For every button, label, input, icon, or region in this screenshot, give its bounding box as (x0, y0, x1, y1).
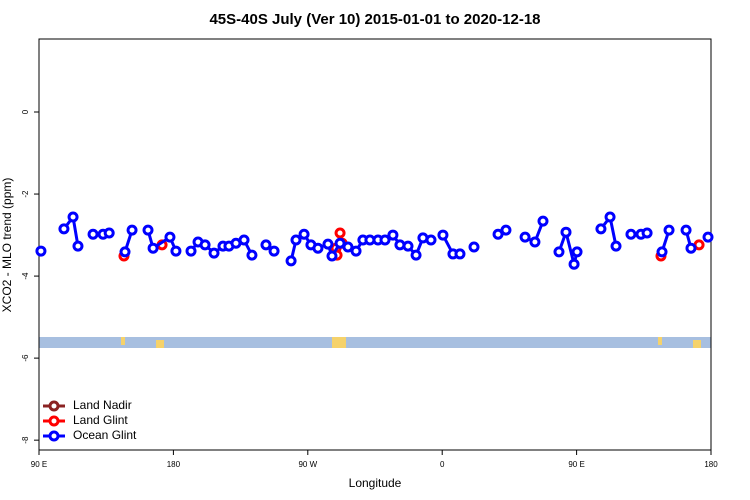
legend-label: Land Glint (73, 413, 128, 427)
legend-label: Ocean Glint (73, 428, 137, 442)
data-point (147, 242, 159, 254)
data-point (285, 255, 297, 267)
data-point (298, 228, 310, 240)
data-point (342, 241, 354, 253)
data-point (492, 228, 504, 240)
legend-marker (48, 430, 60, 442)
legend-label: Land Nadir (73, 398, 132, 412)
legend-marker (48, 415, 60, 427)
data-point (290, 234, 302, 246)
data-point (663, 224, 675, 236)
land-patch (121, 337, 125, 345)
land-patch (693, 340, 701, 348)
y-tick-label: -4 (21, 272, 30, 280)
data-point (680, 224, 692, 236)
data-point (126, 224, 138, 236)
data-point (425, 234, 437, 246)
y-tick-label: -2 (21, 190, 30, 198)
data-point (164, 231, 176, 243)
x-tick-label: 90 E (31, 460, 47, 469)
y-tick-label: 0 (21, 109, 30, 114)
data-point (595, 223, 607, 235)
data-point (72, 240, 84, 252)
x-tick-label: 90 E (568, 460, 584, 469)
land-patch (332, 337, 346, 348)
series-line (557, 227, 579, 265)
legend-marker (48, 400, 60, 412)
data-point (185, 245, 197, 257)
data-point (641, 227, 653, 239)
data-point (519, 231, 531, 243)
data-point (208, 247, 220, 259)
data-point (410, 249, 422, 261)
x-tick-label: 180 (167, 460, 181, 469)
data-point (67, 211, 79, 223)
data-point (656, 246, 668, 258)
data-point (246, 249, 258, 261)
land-ocean-strip (39, 337, 711, 348)
land-patch (156, 340, 164, 348)
plot-frame (38, 38, 712, 451)
data-point (170, 245, 182, 257)
x-axis-label: Longitude (349, 476, 402, 490)
x-tick-label: 0 (440, 460, 445, 469)
data-point (334, 227, 346, 239)
y-tick-label: -8 (21, 436, 30, 444)
data-point (103, 227, 115, 239)
data-point (560, 226, 572, 238)
series-line (146, 229, 178, 252)
land-patch (658, 337, 662, 345)
y-axis-label: XCO2 - MLO trend (ppm) (0, 178, 14, 313)
x-tick-label: 90 W (298, 460, 317, 469)
data-point (571, 246, 583, 258)
data-point (568, 258, 580, 270)
ocean-strip (39, 337, 711, 348)
data-point (553, 246, 565, 258)
data-point (500, 224, 512, 236)
data-point (35, 245, 47, 257)
data-point (350, 245, 362, 257)
data-point (437, 229, 449, 241)
y-tick-label: -6 (21, 354, 30, 362)
data-point (402, 240, 414, 252)
x-tick-label: 180 (704, 460, 718, 469)
data-point (529, 236, 541, 248)
data-point (58, 223, 70, 235)
data-point (685, 242, 697, 254)
data-point (142, 224, 154, 236)
data-point (312, 242, 324, 254)
data-point (702, 231, 714, 243)
data-point (604, 211, 616, 223)
data-point (468, 241, 480, 253)
data-point (454, 248, 466, 260)
data-point (199, 239, 211, 251)
data-point (87, 228, 99, 240)
data-point (326, 250, 338, 262)
data-point (625, 228, 637, 240)
data-point (238, 234, 250, 246)
data-point (537, 215, 549, 227)
data-point (268, 245, 280, 257)
chart-title: 45S-40S July (Ver 10) 2015-01-01 to 2020… (209, 11, 540, 28)
data-point (260, 239, 272, 251)
data-point (119, 246, 131, 258)
data-point (379, 234, 391, 246)
data-point (610, 240, 622, 252)
data-point (387, 229, 399, 241)
data-point (322, 238, 334, 250)
